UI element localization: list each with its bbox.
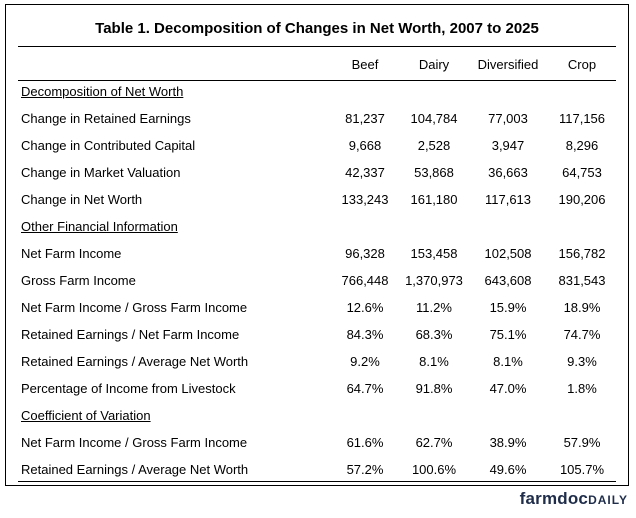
table-cell: 8.1%: [419, 354, 449, 369]
table-row: Retained Earnings / Average Net Worth 57.…: [6, 462, 628, 489]
table-row: Net Farm Income / Gross Farm Income 12.6%…: [6, 300, 628, 327]
row-label: Change in Net Worth: [21, 192, 143, 207]
section-label: Other Financial Information: [21, 219, 178, 234]
table-cell: 1.8%: [567, 381, 597, 396]
table-cell: 3,947: [491, 138, 525, 153]
table-cell: 9.2%: [350, 354, 380, 369]
table-cell: 117,156: [558, 111, 606, 126]
column-header-beef: Beef: [351, 57, 379, 72]
table-cell: 84.3%: [346, 327, 384, 342]
table-cell: 96,328: [345, 246, 385, 261]
row-label: Change in Contributed Capital: [21, 138, 196, 153]
table-cell: 68.3%: [415, 327, 453, 342]
table-row: Change in Contributed Capital 9,668 2,528 3…: [6, 138, 628, 165]
table-cell: 36,663: [488, 165, 528, 180]
logo-text-daily: DAILY: [588, 493, 628, 507]
table-cell: 47.0%: [489, 381, 527, 396]
table-row: Percentage of Income from Livestock 64.7%…: [6, 381, 628, 408]
table-cell: 161,180: [410, 192, 458, 207]
section-label: Coefficient of Variation: [21, 408, 151, 423]
table-cell: 1,370,973: [405, 273, 463, 288]
table-row: Retained Earnings / Average Net Worth 9.2…: [6, 354, 628, 381]
table-cell: 2,528: [417, 138, 451, 153]
table-cell: 64,753: [562, 165, 602, 180]
column-header-dairy: Dairy: [418, 57, 450, 72]
table-cell: 153,458: [410, 246, 458, 261]
row-label: Retained Earnings / Average Net Worth: [21, 462, 249, 477]
column-header-crop: Crop: [567, 57, 597, 72]
table-cell: 643,608: [484, 273, 532, 288]
table-cell: 156,782: [558, 246, 606, 261]
row-label: Retained Earnings / Average Net Worth: [21, 354, 249, 369]
logo-text-farmdoc: farmdoc: [519, 489, 589, 508]
table-cell: 190,206: [558, 192, 606, 207]
table-title: Table 1. Decomposition of Changes in Net…: [95, 20, 539, 37]
table-cell: 91.8%: [415, 381, 453, 396]
row-label: Percentage of Income from Livestock: [21, 381, 236, 396]
table-cell: 100.6%: [411, 462, 457, 477]
table-cell: 77,003: [488, 111, 528, 126]
table-cell: 102,508: [484, 246, 532, 261]
table-cell: 15.9%: [489, 300, 527, 315]
table-row: Retained Earnings / Net Farm Income 84.3%…: [6, 327, 628, 354]
table-row: Change in Market Valuation 42,337 53,868 36…: [6, 165, 628, 192]
table-cell: 61.6%: [346, 435, 384, 450]
row-label: Retained Earnings / Net Farm Income: [21, 327, 240, 342]
table-cell: 9,668: [348, 138, 382, 153]
row-label: Net Farm Income / Gross Farm Income: [21, 300, 248, 315]
table-row: Gross Farm Income 766,448 1,370,973 643,608…: [6, 273, 628, 300]
row-label: Net Farm Income / Gross Farm Income: [21, 435, 248, 450]
table-cell: 9.3%: [567, 354, 597, 369]
table-row: Change in Retained Earnings 81,237 104,784…: [6, 111, 628, 138]
table-cell: 12.6%: [346, 300, 384, 315]
table-frame: Table 1. Decomposition of Changes in Net…: [5, 4, 629, 486]
table-cell: 42,337: [345, 165, 385, 180]
table-cell: 62.7%: [415, 435, 453, 450]
title-divider: [18, 46, 616, 47]
table-row: Net Farm Income / Gross Farm Income 61.6%…: [6, 435, 628, 462]
table-cell: 53,868: [414, 165, 454, 180]
table-cell: 57.9%: [563, 435, 601, 450]
table-cell: 8,296: [565, 138, 599, 153]
bottom-divider: [18, 481, 616, 482]
table-row: Net Farm Income 96,328 153,458 102,508 156,7…: [6, 246, 628, 273]
table-cell: 11.2%: [416, 300, 452, 315]
farmdoc-daily-logo: farmdocDAILY: [520, 489, 628, 509]
table-cell: 49.6%: [489, 462, 527, 477]
table-cell: 133,243: [341, 192, 389, 207]
row-label: Net Farm Income: [21, 246, 122, 261]
column-header-diversified: Diversified: [477, 57, 539, 72]
table-cell: 117,613: [484, 192, 532, 207]
table-cell: 64.7%: [346, 381, 384, 396]
header-divider: [18, 80, 616, 81]
table-cell: 105.7%: [559, 462, 605, 477]
row-label: Gross Farm Income: [21, 273, 136, 288]
table-cell: 831,543: [558, 273, 606, 288]
table-cell: 57.2%: [346, 462, 384, 477]
table-cell: 81,237: [345, 111, 385, 126]
table-row: Change in Net Worth 133,243 161,180 117,613…: [6, 192, 628, 219]
section-header-row: Coefficient of Variation: [6, 408, 628, 435]
table-cell: 766,448: [341, 273, 389, 288]
table-cell: 74.7%: [563, 327, 601, 342]
section-label: Decomposition of Net Worth: [21, 84, 184, 99]
table-cell: 75.1%: [489, 327, 527, 342]
section-header-row: Decomposition of Net Worth: [6, 84, 628, 111]
table-cell: 8.1%: [493, 354, 523, 369]
row-label: Change in Retained Earnings: [21, 111, 191, 126]
table-cell: 104,784: [410, 111, 458, 126]
section-header-row: Other Financial Information: [6, 219, 628, 246]
table-cell: 18.9%: [563, 300, 601, 315]
row-label: Change in Market Valuation: [21, 165, 181, 180]
table-cell: 38.9%: [489, 435, 527, 450]
